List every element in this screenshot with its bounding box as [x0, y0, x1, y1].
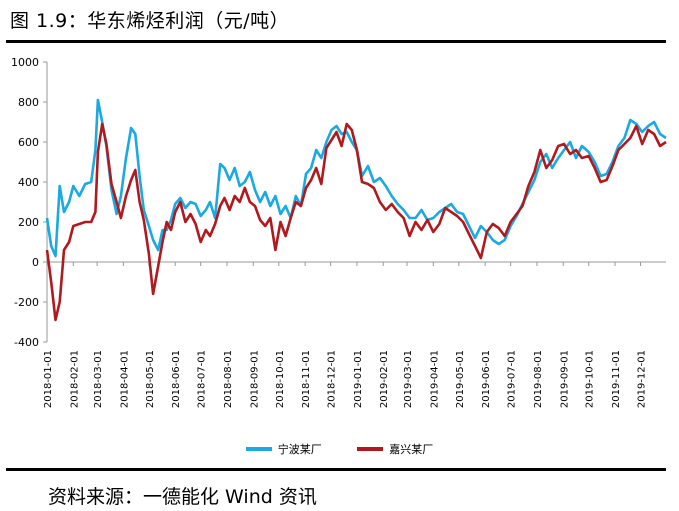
x-tick-label: 2018-08-01	[223, 350, 234, 408]
x-axis: 2018-01-01 2018-02-01 2018-03-01 2018-04-01…	[43, 261, 666, 408]
x-tick-label: 2018-06-01	[171, 350, 182, 408]
x-tick-label: 2018-10-01	[275, 350, 286, 408]
x-tick-label: 2019-01-01	[353, 350, 364, 408]
x-tick-label: 2019-04-01	[429, 350, 440, 408]
legend-label-jiaxing: 嘉兴某厂	[389, 443, 434, 456]
x-tick-label: 2018-09-01	[249, 350, 260, 408]
footer-divider	[6, 468, 666, 471]
series-group	[45, 98, 667, 322]
x-tick-label: 2019-07-01	[507, 350, 518, 408]
x-tick-label: 2018-02-01	[69, 350, 80, 408]
legend-item-jiaxing: 嘉兴某厂	[357, 441, 433, 457]
x-tick-label: 2018-04-01	[119, 350, 130, 408]
series-line-jiaxing	[45, 122, 667, 322]
page-title: 图 1.9：华东烯烃利润（元/吨）	[10, 10, 290, 32]
legend-swatch-ningbo	[245, 447, 272, 451]
x-tick-label: 2019-03-01	[403, 350, 414, 408]
chart-legend: 宁波某厂 嘉兴某厂	[0, 441, 679, 457]
x-tick-label: 2019-02-01	[379, 350, 390, 408]
y-tick-label: 400	[18, 176, 39, 189]
y-tick-label: 600	[18, 136, 39, 149]
y-axis: -400 -200 0 200 400 600 800 1000	[11, 56, 48, 349]
x-tick-label: 2018-12-01	[327, 350, 338, 408]
title-divider	[6, 40, 666, 43]
x-tick-label: 2018-03-01	[93, 350, 104, 408]
y-tick-label: 0	[32, 256, 39, 269]
x-tick-label: 2018-01-01	[43, 350, 54, 408]
legend-swatch-jiaxing	[357, 447, 384, 451]
x-tick-label: 2019-11-01	[611, 350, 622, 408]
x-tick-label: 2019-12-01	[637, 350, 648, 408]
y-tick-label: -200	[14, 296, 39, 309]
x-tick-label: 2018-07-01	[197, 350, 208, 408]
x-tick-label: 2018-05-01	[145, 350, 156, 408]
y-tick-label: 800	[18, 96, 39, 109]
y-tick-label: 1000	[11, 56, 39, 69]
x-tick-label: 2018-11-01	[301, 350, 312, 408]
series-line-ningbo	[45, 98, 667, 258]
legend-item-ningbo: 宁波某厂	[245, 441, 322, 457]
y-tick-label: 200	[18, 216, 39, 229]
x-tick-label: 2019-10-01	[585, 350, 596, 408]
x-tick-label: 2019-05-01	[455, 350, 466, 408]
x-tick-label: 2019-06-01	[481, 350, 492, 408]
source-note: 资料来源：一德能化 Wind 资讯	[48, 486, 317, 508]
x-tick-label: 2019-09-01	[559, 350, 570, 408]
x-tick-label: 2019-08-01	[533, 350, 544, 408]
legend-label-ningbo: 宁波某厂	[277, 443, 322, 456]
y-tick-label: -400	[14, 336, 39, 349]
